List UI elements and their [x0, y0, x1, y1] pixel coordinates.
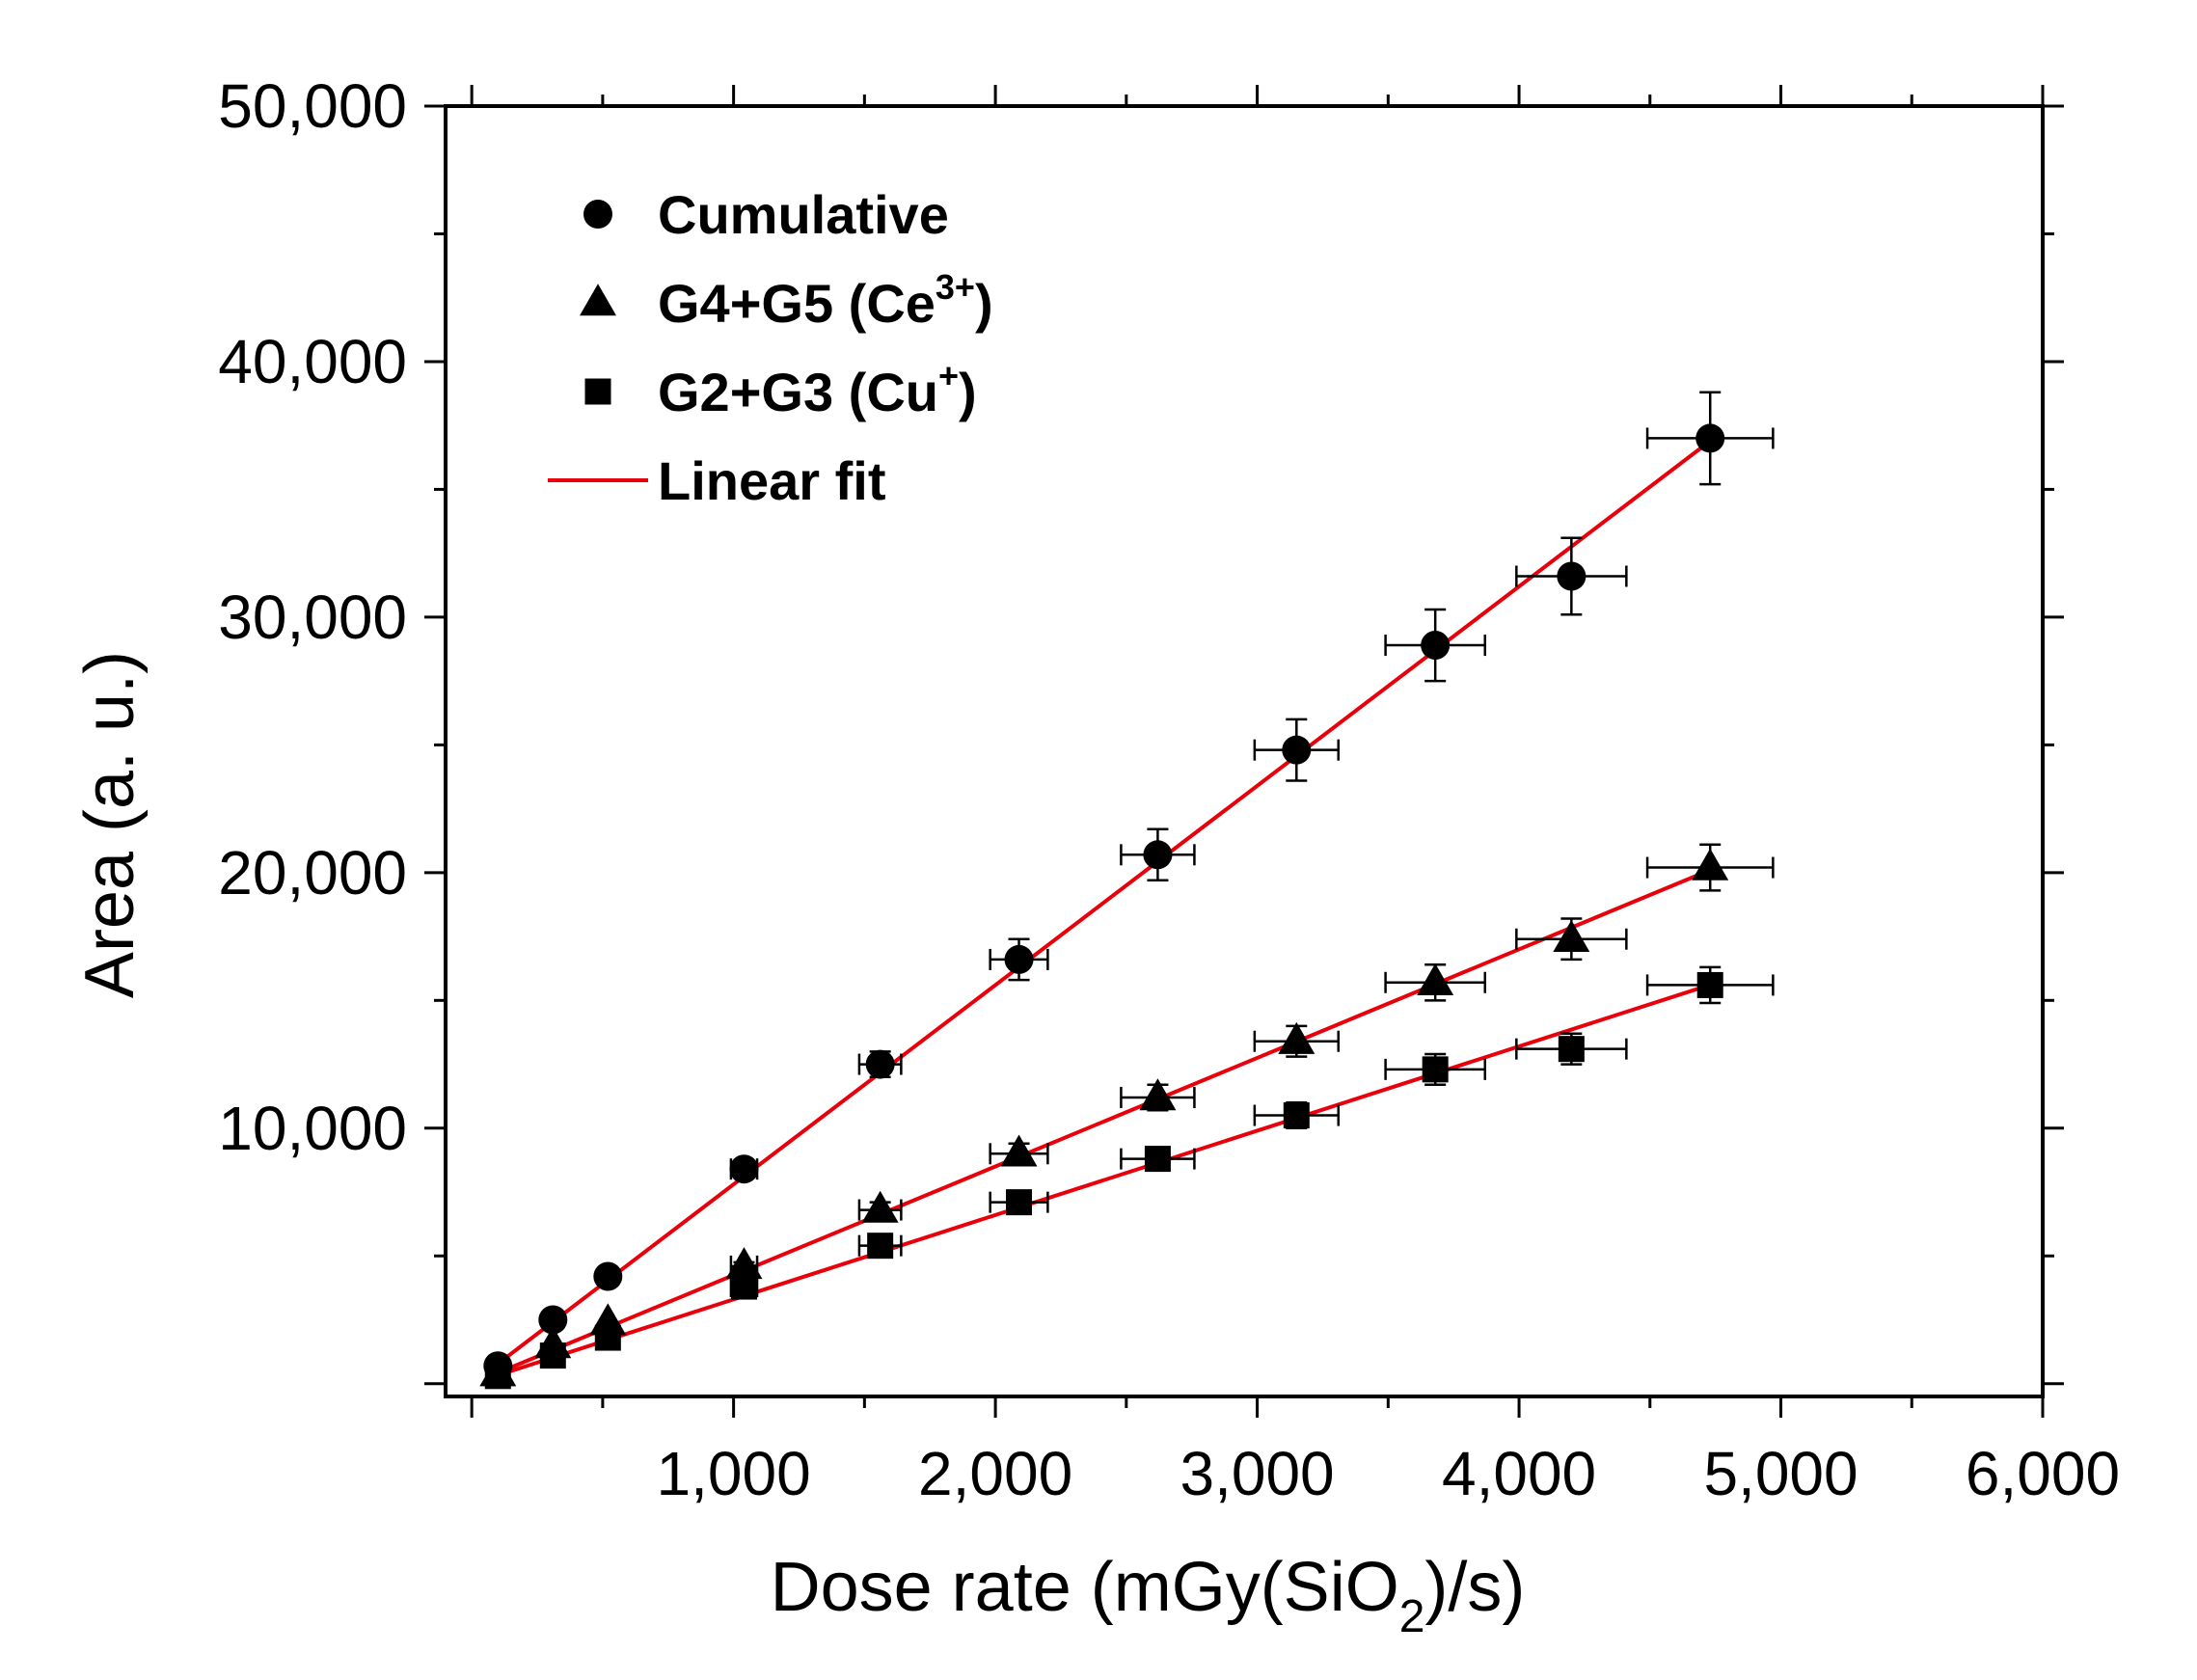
marker-circle [1282, 735, 1312, 765]
marker-circle [583, 200, 612, 229]
marker-triangle [1692, 848, 1729, 881]
legend-label: G2+G3 (Cu+) [658, 356, 977, 422]
x-tick-label: 1,000 [657, 1439, 811, 1508]
marker-circle [1557, 561, 1587, 591]
marker-square [594, 1324, 621, 1351]
marker-circle [538, 1305, 568, 1335]
marker-square [1283, 1102, 1310, 1129]
marker-triangle [1139, 1078, 1177, 1111]
fit-lines [497, 439, 1712, 1377]
marker-circle [1143, 840, 1173, 870]
x-tick-label: 5,000 [1703, 1439, 1858, 1508]
linear-fit-line [497, 868, 1711, 1375]
marker-square [867, 1233, 894, 1260]
marker-triangle [1417, 962, 1454, 995]
marker-triangle [861, 1190, 899, 1223]
legend-label: G4+G5 (Ce3+) [658, 267, 993, 334]
marker-square [1144, 1146, 1171, 1173]
marker-triangle [580, 284, 616, 316]
y-axis-title: Area (a. u.) [71, 651, 149, 998]
marker-triangle [1553, 919, 1590, 952]
marker-square [1006, 1189, 1033, 1216]
marker-circle [1695, 423, 1725, 453]
marker-square [584, 378, 611, 405]
y-tick-label: 20,000 [218, 838, 407, 908]
data-points [479, 391, 1775, 1390]
legend: Cumulative G4+G5 (Ce3+) G2+G3 (Cu+) Linear … [548, 184, 993, 511]
marker-triangle [1000, 1134, 1038, 1167]
y-tick-label: 40,000 [218, 327, 407, 396]
marker-square [1558, 1036, 1585, 1063]
x-tick-label: 4,000 [1442, 1439, 1596, 1508]
marker-square [484, 1363, 511, 1390]
marker-triangle [725, 1247, 763, 1280]
marker-square [1696, 971, 1723, 998]
x-tick-label: 3,000 [1180, 1439, 1334, 1508]
marker-square [1422, 1056, 1449, 1083]
marker-circle [593, 1261, 623, 1291]
marker-circle [1004, 944, 1034, 974]
x-tick-label: 2,000 [918, 1439, 1072, 1508]
y-tick-label: 50,000 [218, 71, 407, 141]
y-tick-label: 10,000 [218, 1094, 407, 1163]
x-axis-title: Dose rate (mGy(SiO2)/s) [771, 1549, 1526, 1642]
plot-frame [444, 104, 2045, 1398]
marker-square [539, 1342, 566, 1369]
linear-fit-line [497, 983, 1711, 1377]
marker-circle [729, 1154, 759, 1184]
axes: 1,000 2,000 3,000 4,000 5,000 6,000 10,000 20,0… [218, 71, 2120, 1508]
marker-triangle [1278, 1021, 1315, 1054]
x-tick-label: 6,000 [1966, 1439, 2120, 1508]
legend-label: Linear fit [658, 450, 885, 511]
marker-circle [1421, 631, 1451, 661]
legend-label: Cumulative [658, 184, 949, 245]
marker-square [730, 1273, 757, 1300]
linear-fit-line [497, 439, 1712, 1366]
marker-circle [865, 1049, 895, 1079]
y-tick-label: 30,000 [218, 583, 407, 652]
